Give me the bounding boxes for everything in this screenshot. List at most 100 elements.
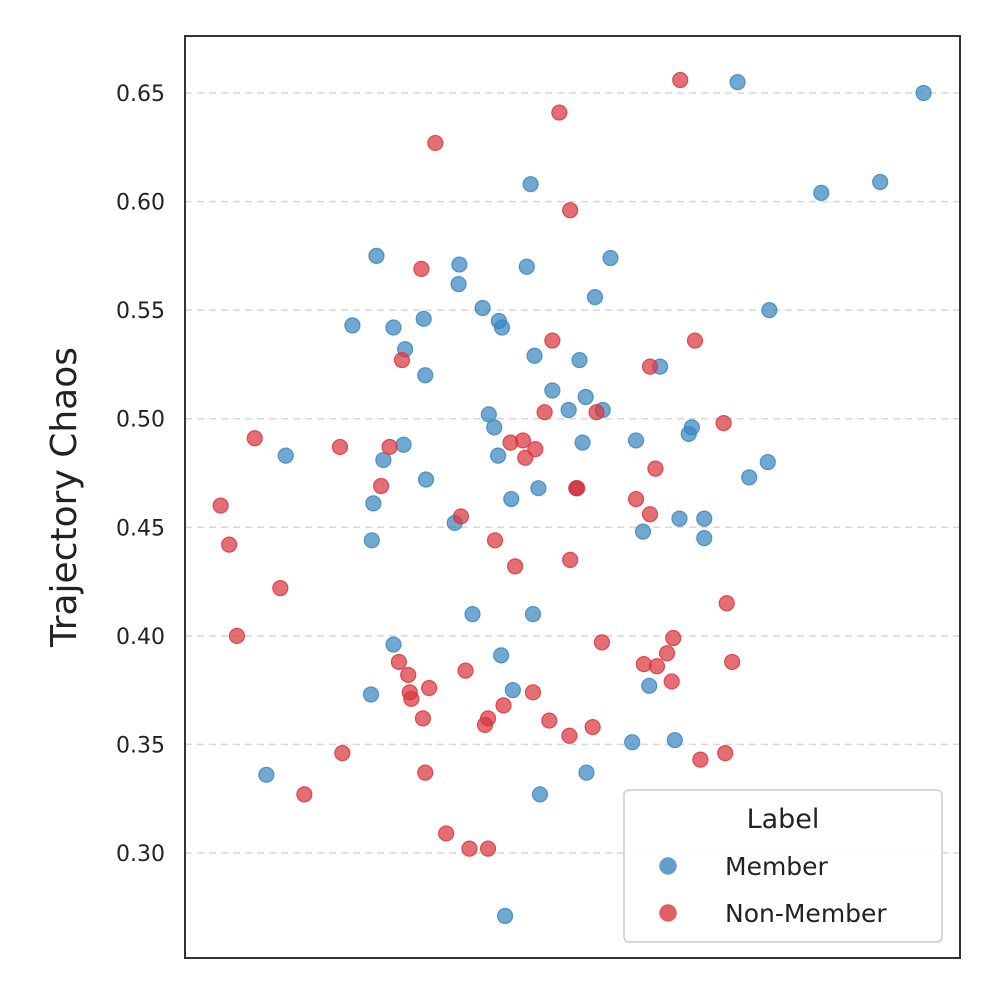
member-point (624, 734, 641, 751)
member-point (634, 523, 652, 540)
non-member-point (561, 727, 578, 744)
y-axis-label: Trajectory Chaos (44, 347, 85, 648)
non-member-point (246, 430, 263, 447)
non-member-point (562, 202, 579, 219)
non-member-point (476, 716, 494, 733)
non-member-point (403, 690, 420, 707)
non-member-point (627, 490, 645, 508)
member-point (759, 454, 776, 471)
member-point (258, 766, 275, 783)
member-point (671, 510, 688, 527)
non-member-point (663, 673, 680, 690)
member-point (524, 606, 542, 623)
non-member-point (717, 745, 734, 762)
non-member-point (686, 332, 704, 349)
member-point (531, 786, 549, 803)
plot-frame (184, 35, 961, 959)
non-member-point (212, 497, 229, 514)
non-member-point (390, 653, 407, 671)
non-member-point (393, 351, 411, 369)
legend-label-member: Member (725, 852, 829, 881)
non-member-point (413, 260, 430, 277)
member-point (464, 606, 481, 623)
y-tick-label: 0.30 (116, 842, 165, 867)
member-point (344, 317, 361, 334)
legend-label-non-member: Non-Member (725, 899, 887, 928)
non-member-point (331, 438, 349, 456)
member-point (813, 184, 830, 201)
non-member-point (381, 438, 398, 456)
non-member-point (486, 532, 504, 549)
non-member-point (568, 480, 585, 497)
non-member-point (551, 104, 568, 121)
non-member-point (514, 432, 532, 449)
member-point (385, 636, 402, 653)
non-member-point (715, 414, 732, 432)
non-member-point (692, 751, 709, 768)
member-point (696, 510, 713, 527)
member-point (530, 480, 547, 497)
non-member-point (414, 710, 432, 727)
member-point (503, 490, 520, 508)
member-point (729, 74, 746, 91)
non-member-point (457, 662, 474, 679)
member-point (362, 686, 380, 703)
member-point (641, 677, 658, 694)
member-point (571, 351, 588, 369)
y-tick-label: 0.65 (116, 82, 165, 107)
member-point (872, 173, 889, 191)
legend-marker-member (659, 857, 677, 875)
y-tick-label: 0.50 (116, 408, 165, 433)
member-point (490, 447, 507, 464)
member-point (496, 907, 514, 925)
non-member-point (400, 666, 417, 684)
member-point (522, 176, 539, 193)
y-tick-label: 0.60 (116, 191, 165, 216)
member-point (627, 432, 645, 449)
legend: Label Member Non-Member (623, 789, 943, 943)
non-member-point (495, 697, 512, 714)
non-member-point (541, 712, 558, 729)
member-point (666, 731, 683, 749)
non-member-point (588, 404, 605, 421)
member-point (365, 495, 382, 512)
non-member-point (724, 653, 741, 671)
member-point (761, 302, 778, 319)
member-point (518, 258, 535, 275)
member-point (560, 401, 577, 419)
non-member-point (524, 684, 542, 701)
y-tick-label: 0.45 (116, 516, 165, 541)
member-point (277, 447, 294, 464)
legend-marker-non-member (659, 904, 677, 922)
non-member-point (272, 579, 289, 597)
member-point (368, 247, 385, 264)
non-member-point (452, 508, 469, 525)
y-tick-label: 0.55 (116, 299, 165, 324)
non-member-point (658, 645, 676, 662)
non-member-point (544, 332, 561, 349)
non-member-point (672, 71, 689, 89)
non-member-point (584, 718, 601, 736)
member-point (417, 367, 434, 384)
grid-lines (185, 92, 960, 854)
non-member-point (647, 460, 664, 477)
member-point (578, 764, 595, 781)
member-point (363, 532, 380, 549)
non-member-point (665, 629, 682, 647)
member-point (915, 84, 932, 102)
non-member-point (461, 840, 478, 857)
member-point (385, 319, 402, 336)
non-member-point (635, 655, 652, 673)
legend-box (623, 789, 943, 943)
member-point (486, 419, 503, 436)
non-member-point (641, 358, 659, 375)
member-point (586, 289, 604, 306)
member-point (504, 682, 521, 699)
non-member-point (718, 595, 735, 612)
member-point (696, 530, 713, 547)
member-point (415, 310, 432, 327)
non-member-point (372, 477, 390, 495)
member-point (395, 436, 412, 453)
member-point (375, 451, 392, 469)
